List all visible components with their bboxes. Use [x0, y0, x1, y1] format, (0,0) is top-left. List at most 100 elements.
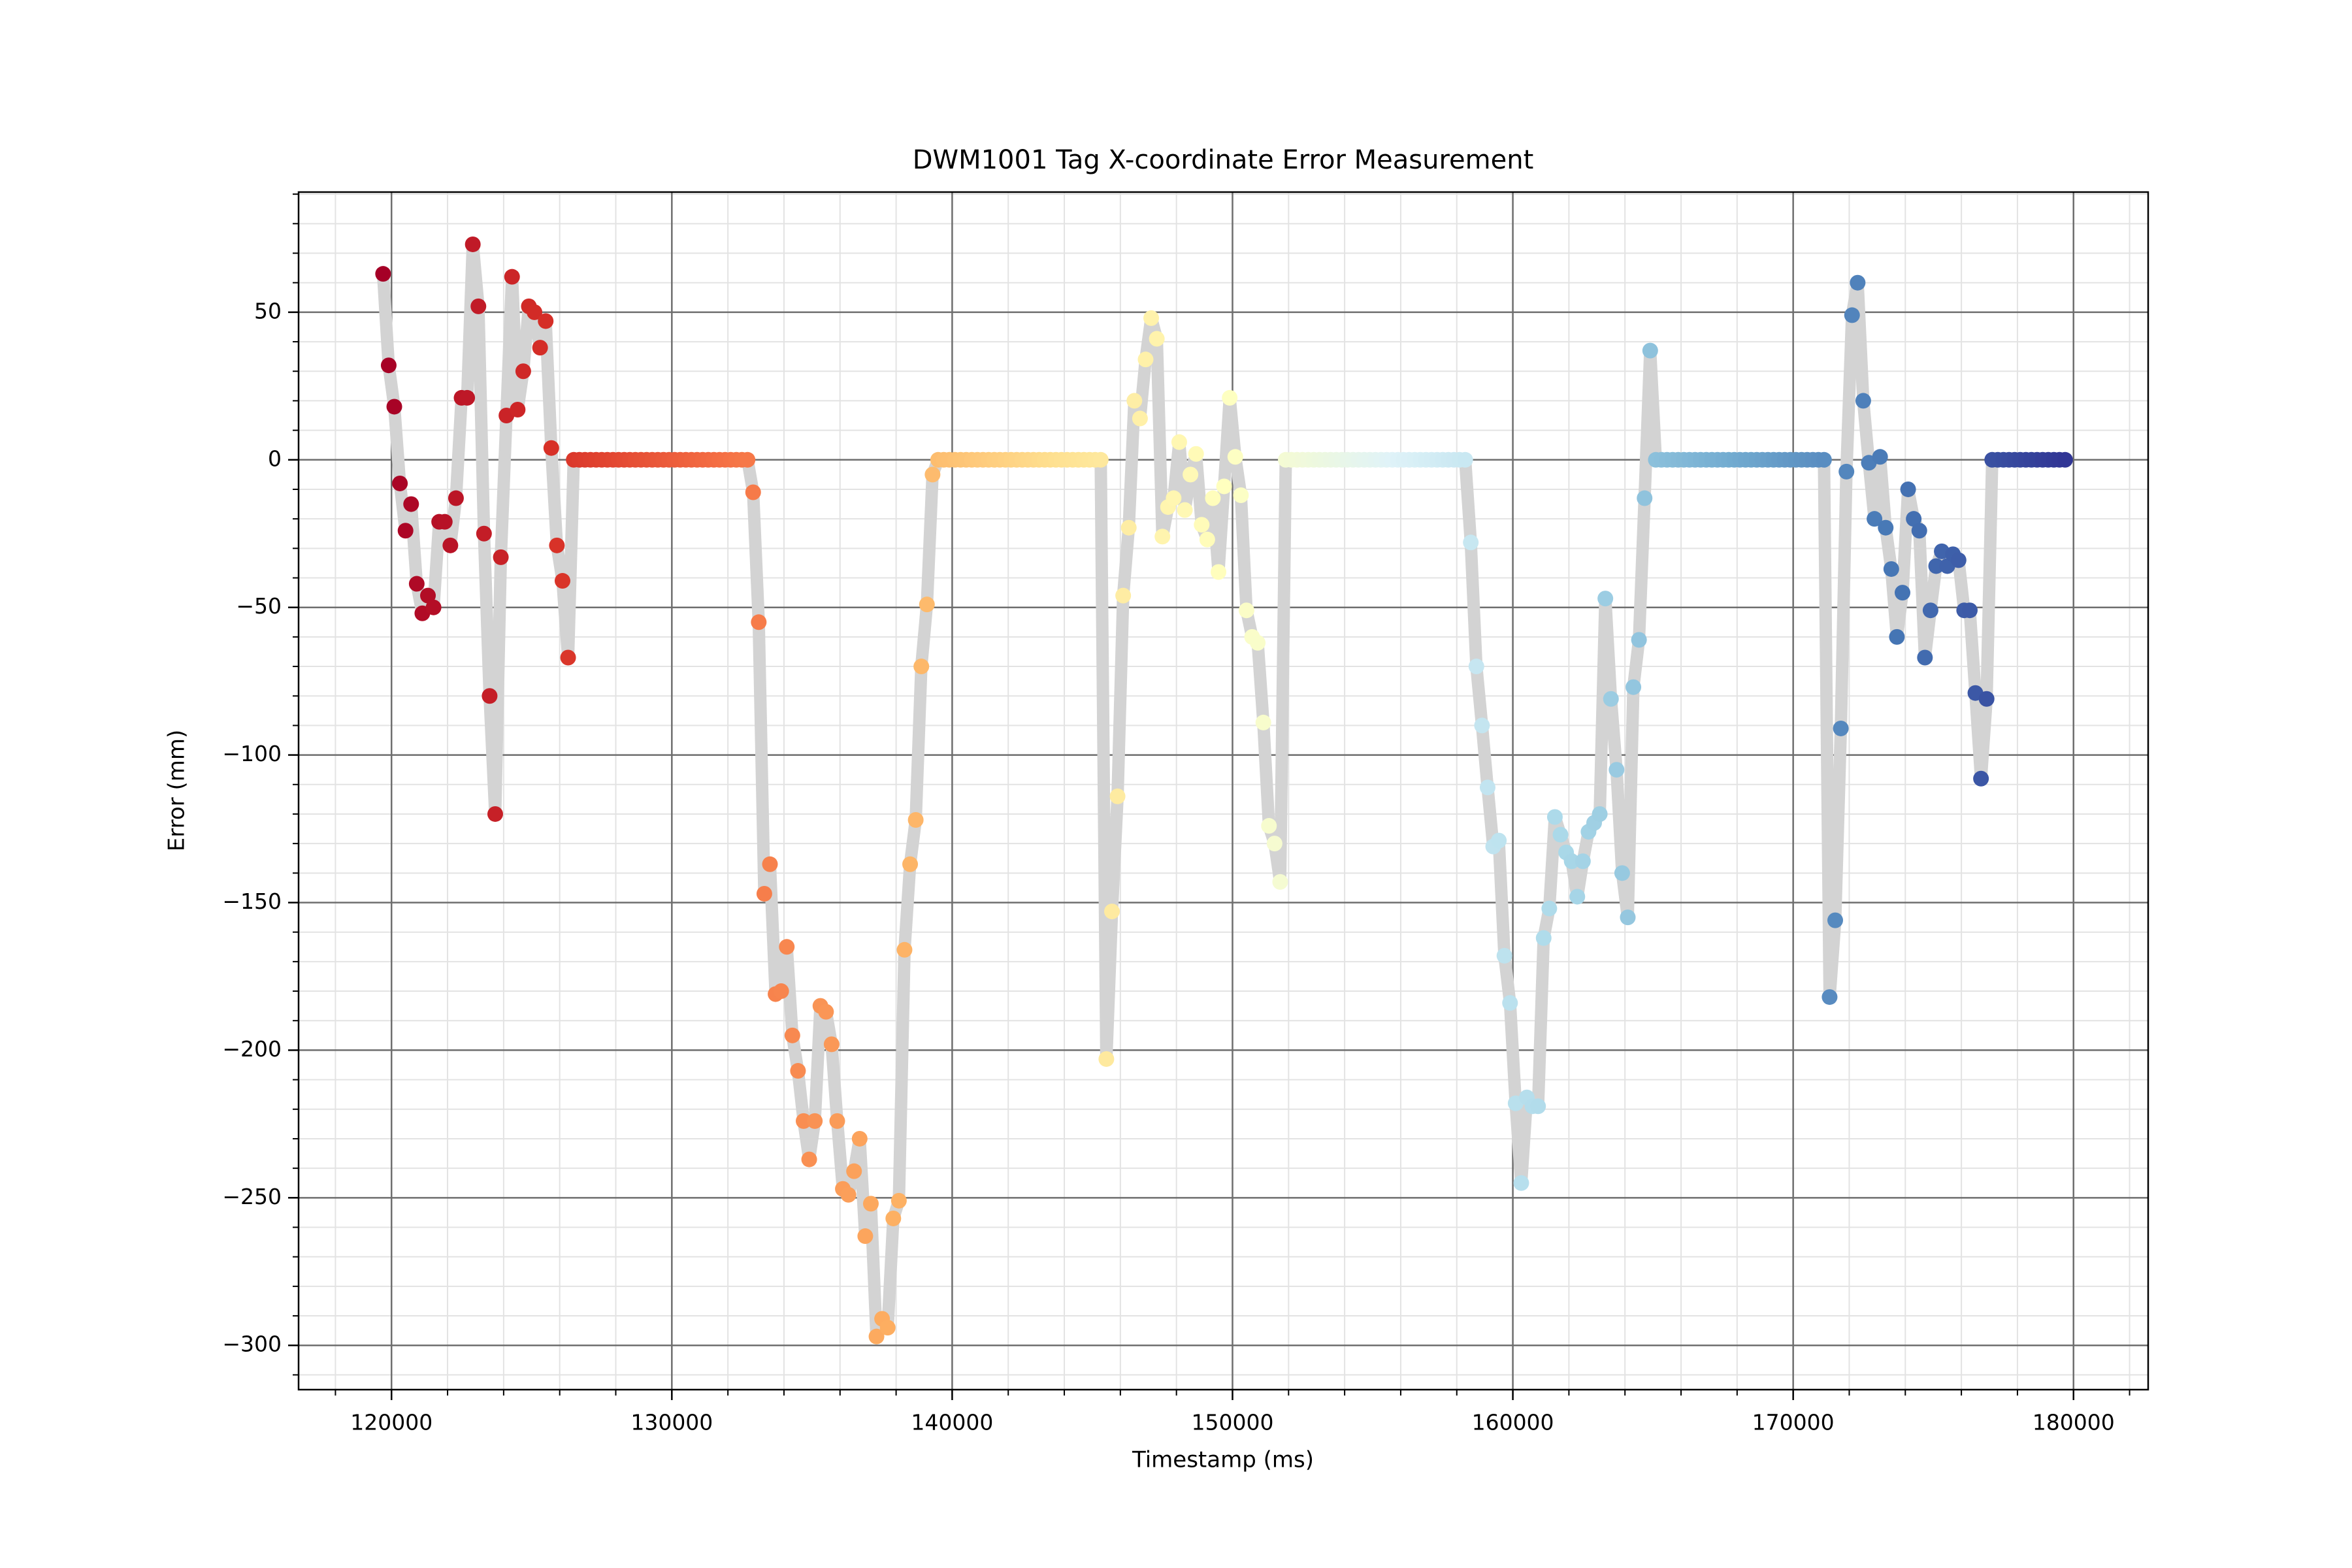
data-point	[510, 401, 526, 417]
data-point	[1546, 809, 1563, 825]
data-point	[397, 523, 414, 539]
data-point	[862, 1196, 879, 1212]
x-tick-label: 150000	[1191, 1410, 1273, 1435]
data-point	[2057, 451, 2073, 468]
data-point	[1614, 865, 1630, 881]
data-point	[1205, 490, 1221, 506]
y-tick-label: −200	[222, 1036, 282, 1062]
data-point	[515, 363, 531, 380]
data-point	[1513, 1175, 1529, 1191]
data-point	[1625, 679, 1642, 695]
data-point	[527, 304, 543, 320]
data-point	[1149, 331, 1165, 347]
data-point	[1978, 691, 1995, 707]
data-point	[1928, 558, 1944, 574]
data-point	[1530, 1098, 1546, 1115]
data-point	[1894, 585, 1910, 601]
data-point	[773, 983, 789, 1000]
data-point	[1502, 995, 1518, 1011]
data-point	[784, 1027, 800, 1043]
y-tick-label: −50	[236, 593, 282, 619]
y-tick-label: 50	[254, 298, 282, 323]
data-point	[1468, 659, 1484, 675]
data-point	[1109, 788, 1126, 804]
data-point	[896, 941, 913, 958]
data-point	[851, 1130, 868, 1147]
y-tick-label: −300	[222, 1331, 282, 1357]
x-axis-label: Timestamp (ms)	[1132, 1447, 1314, 1473]
data-point	[924, 466, 941, 483]
data-point	[1597, 591, 1614, 607]
data-point	[1463, 534, 1479, 551]
data-point	[1188, 446, 1204, 462]
data-point	[1541, 900, 1558, 917]
data-point	[913, 659, 930, 675]
data-point	[493, 549, 509, 565]
data-point	[442, 537, 459, 553]
plot-frame	[297, 191, 2149, 1391]
data-point	[1211, 564, 1227, 580]
data-point	[554, 573, 570, 589]
data-point	[380, 357, 397, 374]
data-point	[890, 1192, 907, 1209]
data-point	[1137, 351, 1154, 368]
data-point	[762, 856, 778, 872]
data-point	[1889, 629, 1905, 645]
data-point	[902, 856, 919, 872]
data-point	[1827, 912, 1844, 928]
data-point	[1143, 310, 1160, 326]
data-point	[1098, 1051, 1115, 1067]
data-point	[386, 399, 402, 415]
data-point	[1637, 490, 1653, 506]
x-tick-label: 160000	[1472, 1410, 1554, 1435]
data-point	[504, 269, 520, 285]
data-point	[885, 1210, 902, 1226]
data-point	[1222, 389, 1238, 406]
data-point	[1917, 649, 1933, 666]
data-point	[1961, 602, 1978, 619]
data-point	[1496, 947, 1512, 964]
data-point	[1166, 490, 1182, 506]
data-point	[1631, 632, 1647, 648]
data-point	[375, 266, 391, 282]
data-point	[1872, 449, 1888, 465]
data-point	[1922, 602, 1938, 619]
x-tick-label: 120000	[350, 1410, 433, 1435]
data-point	[1878, 519, 1894, 536]
data-point	[846, 1163, 862, 1179]
data-point	[487, 806, 504, 822]
data-point	[840, 1186, 857, 1203]
data-point	[1844, 307, 1860, 323]
data-point	[1183, 466, 1199, 483]
data-point	[1883, 561, 1899, 577]
data-point	[1575, 853, 1591, 870]
data-point	[1238, 602, 1254, 619]
data-point	[790, 1063, 806, 1079]
data-point	[1120, 519, 1137, 536]
data-point	[532, 340, 548, 356]
data-point	[465, 236, 481, 252]
data-point	[470, 298, 487, 314]
y-tick-label: −250	[222, 1184, 282, 1209]
data-point	[1855, 393, 1871, 409]
data-point	[560, 649, 576, 666]
data-point	[1821, 989, 1838, 1005]
x-tick-label: 170000	[1752, 1410, 1835, 1435]
data-point	[482, 688, 498, 704]
data-point	[1609, 762, 1625, 778]
data-point	[1569, 889, 1586, 905]
y-tick-label: 0	[268, 446, 282, 471]
data-point	[425, 599, 442, 615]
data-point	[879, 1320, 896, 1336]
data-point	[1535, 930, 1552, 946]
x-tick-label: 130000	[630, 1410, 713, 1435]
data-point	[549, 537, 565, 553]
data-point	[818, 1004, 834, 1020]
data-point	[1261, 818, 1277, 834]
data-point	[403, 496, 419, 512]
data-point	[745, 484, 761, 500]
data-point	[1474, 717, 1490, 734]
data-point	[1199, 531, 1215, 547]
data-point	[1233, 487, 1249, 504]
data-point	[1115, 587, 1132, 604]
